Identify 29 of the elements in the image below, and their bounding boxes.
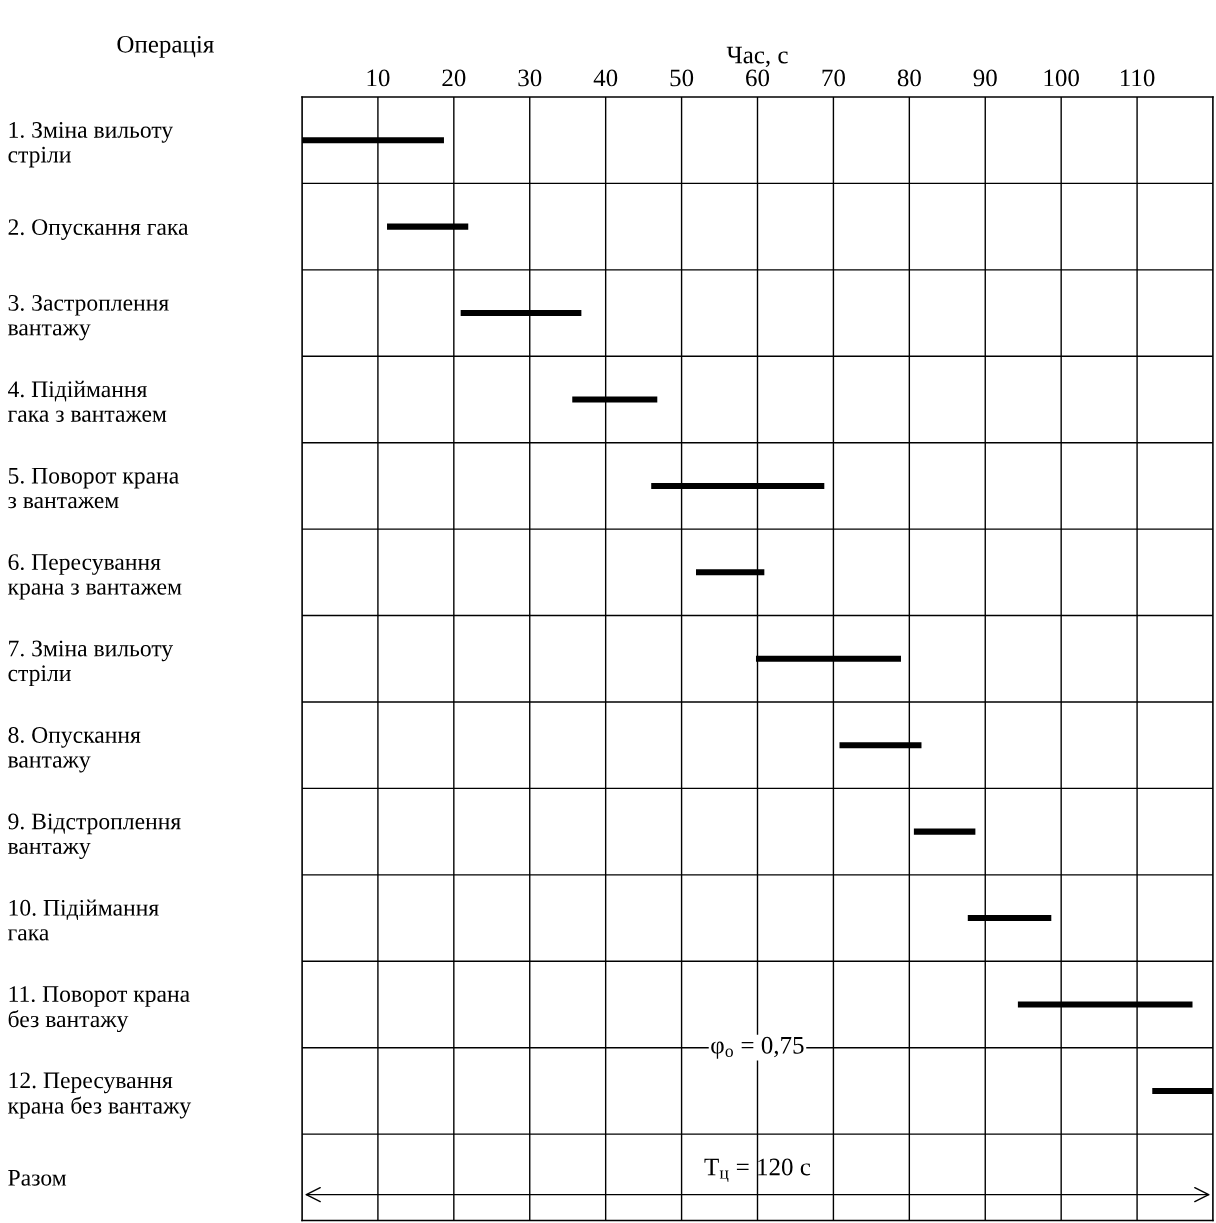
x-tick-label: 80: [897, 69, 921, 87]
x-axis-title: Час, с: [726, 46, 788, 68]
y-tick-label: 10. Підіймання гака: [7, 899, 159, 941]
y-tick-label: 7. Зміна вильоту стріли: [8, 640, 174, 686]
y-tick-label: 3. Застроплення вантажу: [7, 294, 169, 341]
x-tick-label: 90: [973, 69, 997, 87]
x-tick-label: 20: [442, 69, 466, 87]
x-tick-label: 40: [593, 69, 618, 87]
y-tick-label: 4. Підіймання гака з вантажем: [7, 380, 167, 422]
x-tick-label: 60: [746, 69, 770, 87]
x-tick-label: 30: [518, 69, 542, 87]
y-tick-label: 2. Опускання гака: [8, 219, 189, 240]
x-tick-label: 50: [670, 69, 694, 87]
y-tick-label: 6. Пересування крана з вантажем: [7, 554, 182, 600]
x-tick-label: 100: [1044, 69, 1079, 87]
annotation: φ$_{о}$ = 0,75: [711, 1036, 804, 1059]
y-tick-label: 11. Поворот крана без вантажу: [8, 986, 190, 1033]
bar: [913, 828, 976, 835]
annotation: T$_{ц}$ = 120 с: [704, 1158, 811, 1182]
y-axis-title: Операція: [117, 35, 214, 58]
y-tick-label: 8. Опускання вантажу: [7, 726, 141, 773]
y-tick-label: 1. Зміна вильоту стріли: [8, 121, 174, 168]
x-tick-label: 70: [822, 69, 845, 87]
x-tick-label: 110: [1121, 69, 1155, 87]
y-tick-label: 9. Відстроплення вантажу: [7, 813, 181, 859]
y-tick-label: 12. Пересування крана без вантажу: [7, 1072, 192, 1119]
y-tick-label: 5. Поворот крана з вантажем: [8, 467, 179, 509]
y-tick-label: Разом: [8, 1170, 67, 1186]
x-tick-label: 10: [367, 69, 390, 87]
